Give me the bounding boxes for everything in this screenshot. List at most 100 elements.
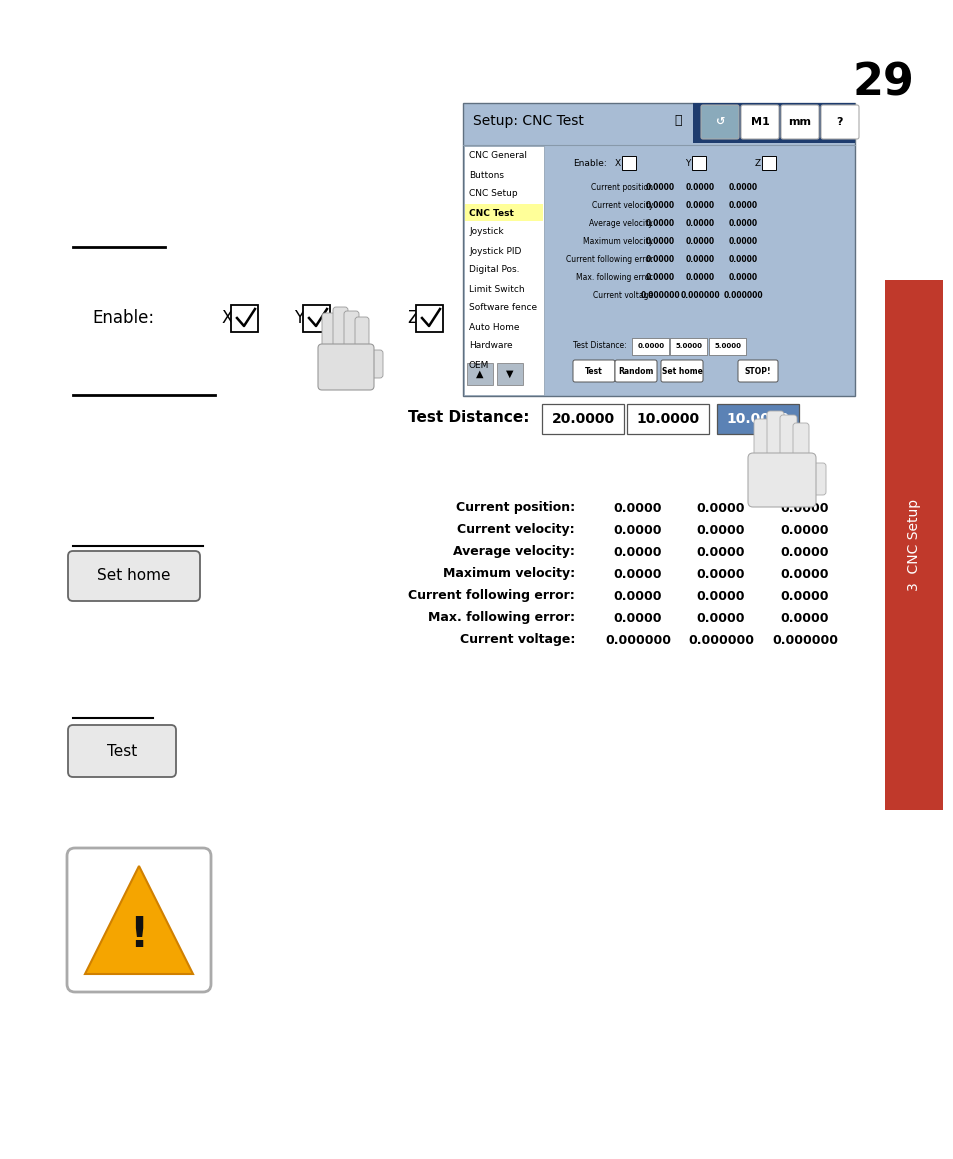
Text: ▼: ▼ <box>506 369 514 379</box>
FancyBboxPatch shape <box>462 103 854 396</box>
Text: Random: Random <box>618 366 653 376</box>
Text: 29: 29 <box>851 61 913 105</box>
Text: 0.0000: 0.0000 <box>780 546 828 559</box>
Text: 0.0000: 0.0000 <box>780 524 828 537</box>
Text: Current velocity: Current velocity <box>591 201 652 210</box>
FancyBboxPatch shape <box>781 105 818 139</box>
Text: 0.000000: 0.000000 <box>604 634 670 647</box>
Text: 0.0000: 0.0000 <box>684 255 714 263</box>
FancyBboxPatch shape <box>68 551 200 602</box>
Text: ↺: ↺ <box>715 117 724 127</box>
FancyBboxPatch shape <box>632 337 669 355</box>
Text: Z: Z <box>407 309 418 327</box>
Text: 0.000000: 0.000000 <box>687 634 753 647</box>
Text: 0.0000: 0.0000 <box>645 236 674 246</box>
Text: CNC Test: CNC Test <box>469 209 514 218</box>
Text: 0.0000: 0.0000 <box>613 524 661 537</box>
Text: 0.0000: 0.0000 <box>684 272 714 282</box>
Text: Current following error:: Current following error: <box>408 590 575 603</box>
FancyBboxPatch shape <box>232 305 258 331</box>
Text: 0.0000: 0.0000 <box>684 236 714 246</box>
Text: 0.000000: 0.000000 <box>771 634 837 647</box>
Text: Setup: CNC Test: Setup: CNC Test <box>473 114 583 127</box>
Text: 0.0000: 0.0000 <box>780 590 828 603</box>
Text: 0.0000: 0.0000 <box>645 255 674 263</box>
FancyBboxPatch shape <box>670 337 707 355</box>
Text: Test: Test <box>107 744 137 758</box>
Text: 10.0000: 10.0000 <box>725 411 789 427</box>
Text: Software fence: Software fence <box>469 304 537 313</box>
FancyBboxPatch shape <box>884 280 942 810</box>
FancyBboxPatch shape <box>761 155 776 169</box>
Text: X: X <box>615 159 620 168</box>
Text: 0.0000: 0.0000 <box>780 612 828 625</box>
Text: Current velocity:: Current velocity: <box>456 524 575 537</box>
Text: Test Distance:: Test Distance: <box>408 409 530 424</box>
Text: 0.0000: 0.0000 <box>684 182 714 191</box>
Text: Z: Z <box>754 159 760 168</box>
Text: Current voltage:: Current voltage: <box>459 634 575 647</box>
Text: ?: ? <box>836 117 842 127</box>
FancyBboxPatch shape <box>660 360 702 382</box>
Text: Current position: Current position <box>590 182 652 191</box>
FancyBboxPatch shape <box>747 453 815 506</box>
FancyBboxPatch shape <box>709 337 745 355</box>
FancyBboxPatch shape <box>317 344 374 389</box>
Text: Set home: Set home <box>660 366 701 376</box>
Text: 0.0000: 0.0000 <box>728 236 757 246</box>
FancyBboxPatch shape <box>322 313 336 351</box>
FancyBboxPatch shape <box>67 848 211 992</box>
Text: 0.0000: 0.0000 <box>780 502 828 515</box>
Text: 0.0000: 0.0000 <box>684 219 714 227</box>
Text: CNC General: CNC General <box>469 152 526 160</box>
FancyBboxPatch shape <box>692 103 854 143</box>
Text: ▲: ▲ <box>476 369 483 379</box>
Text: Y: Y <box>294 309 304 327</box>
Text: Joystick PID: Joystick PID <box>469 247 521 255</box>
Text: Average velocity:: Average velocity: <box>453 546 575 559</box>
Text: Hardware: Hardware <box>469 342 512 350</box>
Text: 0.0000: 0.0000 <box>696 524 744 537</box>
Text: Joystick: Joystick <box>469 227 503 236</box>
Text: 0.0000: 0.0000 <box>728 201 757 210</box>
FancyBboxPatch shape <box>333 307 348 351</box>
Text: 0.0000: 0.0000 <box>728 255 757 263</box>
Text: Digital Pos.: Digital Pos. <box>469 265 519 275</box>
Polygon shape <box>85 866 193 974</box>
FancyBboxPatch shape <box>464 204 542 221</box>
Text: Test Distance:: Test Distance: <box>573 342 626 350</box>
Text: OEM: OEM <box>469 360 489 370</box>
FancyBboxPatch shape <box>68 726 175 777</box>
Text: Buttons: Buttons <box>469 170 503 180</box>
Text: Max. following error: Max. following error <box>576 272 652 282</box>
Text: Y: Y <box>684 159 690 168</box>
Text: 0.0000: 0.0000 <box>645 201 674 210</box>
FancyBboxPatch shape <box>416 305 443 331</box>
FancyBboxPatch shape <box>692 155 706 169</box>
FancyBboxPatch shape <box>700 105 739 139</box>
Text: Enable:: Enable: <box>92 309 154 327</box>
Text: Test: Test <box>584 366 602 376</box>
Text: X: X <box>222 309 233 327</box>
Text: 0.0000: 0.0000 <box>684 201 714 210</box>
Text: 5.0000: 5.0000 <box>714 343 740 349</box>
Text: 10.0000: 10.0000 <box>636 411 699 427</box>
FancyBboxPatch shape <box>740 105 779 139</box>
Text: Maximum velocity: Maximum velocity <box>582 236 652 246</box>
FancyBboxPatch shape <box>738 360 778 382</box>
Text: 0.0000: 0.0000 <box>613 502 661 515</box>
Text: Limit Switch: Limit Switch <box>469 284 524 293</box>
FancyBboxPatch shape <box>615 360 657 382</box>
Text: 0.0000: 0.0000 <box>780 568 828 581</box>
Text: Current position:: Current position: <box>456 502 575 515</box>
FancyBboxPatch shape <box>497 363 522 385</box>
Text: Max. following error:: Max. following error: <box>428 612 575 625</box>
FancyBboxPatch shape <box>717 404 799 433</box>
Text: 5.0000: 5.0000 <box>675 343 701 349</box>
Text: 0.0000: 0.0000 <box>696 590 744 603</box>
Text: Enable:: Enable: <box>573 159 606 168</box>
Text: 0.000000: 0.000000 <box>639 291 679 299</box>
FancyBboxPatch shape <box>541 404 623 433</box>
Text: 0.000000: 0.000000 <box>722 291 762 299</box>
Text: STOP!: STOP! <box>744 366 771 376</box>
